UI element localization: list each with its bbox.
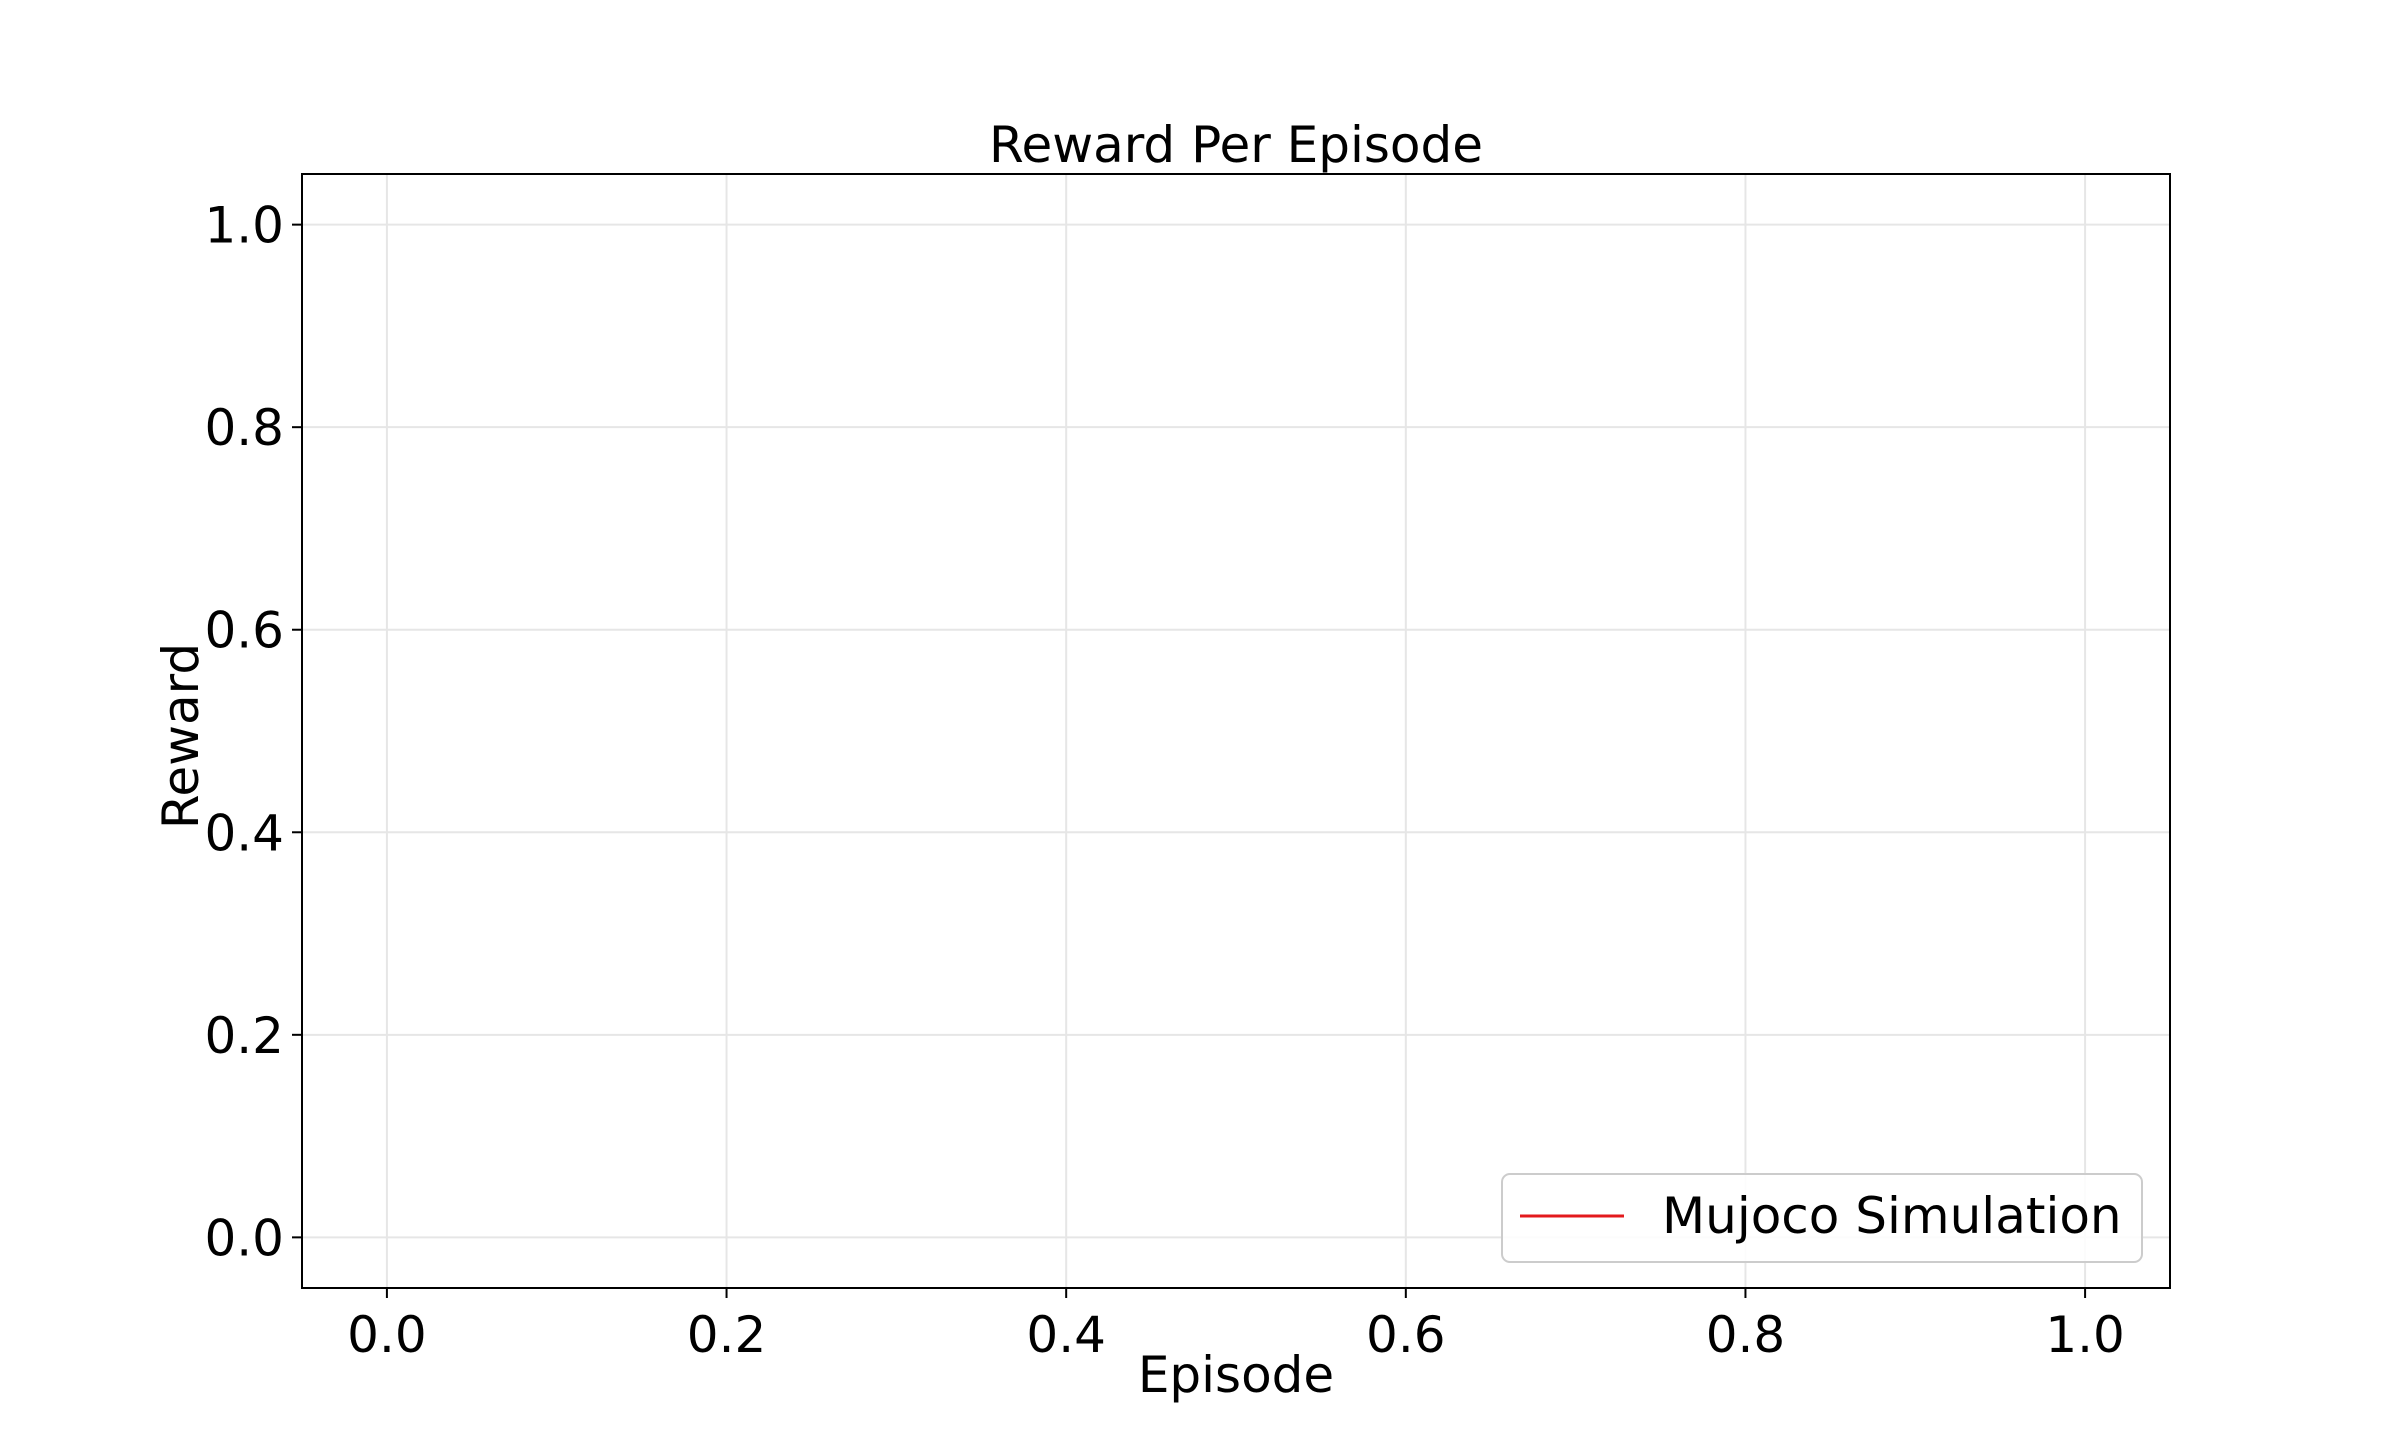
y-tick-label: 0.4 bbox=[204, 804, 284, 862]
x-tick-label: 0.2 bbox=[687, 1306, 767, 1364]
y-tick-label: 0.8 bbox=[204, 399, 284, 457]
x-axis-label: Episode bbox=[1138, 1346, 1334, 1404]
y-axis-label: Reward bbox=[152, 643, 210, 829]
x-tick-label: 0.6 bbox=[1366, 1306, 1446, 1364]
axis-ticks: 0.0 0.2 0.4 0.6 0.8 1.0 0.0 0.2 0.4 0.6 0.8 1.0 bbox=[204, 197, 2124, 1364]
x-tick-label: 0.4 bbox=[1026, 1306, 1106, 1364]
legend-label-mujoco-simulation: Mujoco Simulation bbox=[1662, 1187, 2122, 1245]
y-tick-label: 0.6 bbox=[204, 602, 284, 660]
y-tick-label: 1.0 bbox=[204, 197, 284, 255]
legend-frame bbox=[1501, 1173, 2143, 1263]
x-tick-label: 1.0 bbox=[2045, 1306, 2125, 1364]
legend: Mujoco Simulation bbox=[1501, 1173, 2143, 1263]
plot-area-frame bbox=[301, 173, 2171, 1289]
x-tick-label: 0.8 bbox=[1706, 1306, 1786, 1364]
y-tick-label: 0.0 bbox=[204, 1209, 284, 1267]
x-tick-label: 0.0 bbox=[347, 1306, 427, 1364]
chart-title: Reward Per Episode bbox=[989, 116, 1483, 174]
y-tick-label: 0.2 bbox=[204, 1007, 284, 1065]
